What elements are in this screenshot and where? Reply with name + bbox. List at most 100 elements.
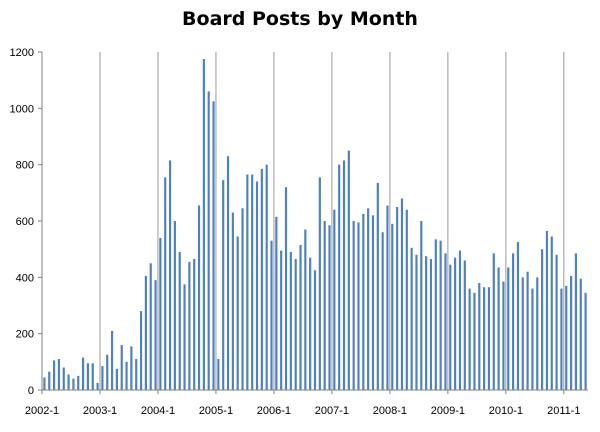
y-tick-label: 600 xyxy=(16,216,34,228)
bar xyxy=(492,253,495,390)
bar xyxy=(120,344,123,390)
bar xyxy=(449,264,452,390)
bar xyxy=(487,287,491,390)
bar xyxy=(376,182,379,390)
bar xyxy=(560,288,563,390)
bar xyxy=(362,213,365,390)
bar xyxy=(579,278,582,390)
y-tick-label: 400 xyxy=(16,272,34,284)
bar xyxy=(381,232,384,390)
bar xyxy=(43,377,46,390)
bar xyxy=(280,250,283,390)
bar xyxy=(236,236,239,390)
bar xyxy=(304,229,307,390)
bar xyxy=(289,251,292,390)
tick-labels: 0 200 400 600 800 1000 1200 2002-1 2003-1 2004-1 2… xyxy=(10,47,581,417)
bar xyxy=(207,91,210,390)
bar xyxy=(328,225,331,390)
bar xyxy=(101,366,104,390)
bar xyxy=(173,221,176,390)
bar xyxy=(241,208,244,390)
bar xyxy=(521,277,524,390)
y-tick-label: 200 xyxy=(16,329,34,341)
bar xyxy=(48,371,51,390)
bar xyxy=(545,230,549,390)
x-tick-label: 2002-1 xyxy=(25,405,59,417)
bar xyxy=(57,359,60,390)
bar xyxy=(386,205,389,390)
y-tick-label: 0 xyxy=(28,385,34,397)
bar xyxy=(260,168,263,390)
bar xyxy=(202,59,205,391)
bar xyxy=(168,160,172,390)
bar xyxy=(183,284,186,390)
bar xyxy=(415,254,418,390)
bar xyxy=(550,236,553,390)
chart-title: Board Posts by Month xyxy=(182,8,418,30)
bar xyxy=(309,257,312,390)
bar xyxy=(405,209,408,390)
bar xyxy=(91,363,94,390)
bar xyxy=(313,270,317,390)
bar xyxy=(284,187,288,390)
bar xyxy=(255,181,259,390)
bar xyxy=(197,205,201,390)
bar xyxy=(62,367,65,390)
bar xyxy=(144,275,147,390)
bar xyxy=(367,208,370,390)
y-tick-label: 1000 xyxy=(10,103,34,115)
bar xyxy=(52,360,56,390)
x-tick-label: 2009-1 xyxy=(431,405,465,417)
bars xyxy=(43,59,587,391)
bar xyxy=(429,259,433,390)
bar xyxy=(212,101,215,391)
bar xyxy=(574,253,578,390)
bar xyxy=(125,361,128,390)
bar xyxy=(400,198,404,390)
gridlines xyxy=(99,52,565,390)
bar xyxy=(468,288,471,390)
bar xyxy=(188,261,191,390)
bar xyxy=(391,223,394,390)
x-tick-label: 2003-1 xyxy=(83,405,117,417)
bar xyxy=(115,368,118,390)
bar xyxy=(483,287,486,390)
bar xyxy=(96,382,99,390)
bar xyxy=(434,239,437,390)
bar xyxy=(246,174,249,390)
axes xyxy=(38,51,588,394)
bar xyxy=(130,346,133,390)
bar xyxy=(270,240,273,390)
bar xyxy=(570,275,573,390)
bar xyxy=(357,222,360,390)
bar xyxy=(507,267,510,390)
bar xyxy=(149,263,152,390)
bar xyxy=(294,259,297,390)
bar xyxy=(164,177,167,390)
bar xyxy=(347,150,350,390)
bar xyxy=(352,221,355,390)
bar xyxy=(226,156,230,390)
bar xyxy=(512,253,515,390)
x-tick-label: 2004-1 xyxy=(141,405,175,417)
bar xyxy=(251,174,254,390)
bar xyxy=(338,164,341,390)
bar xyxy=(478,282,481,390)
bar xyxy=(110,330,114,390)
bar xyxy=(178,251,181,390)
bar xyxy=(497,267,500,390)
bar xyxy=(439,240,442,390)
bar xyxy=(463,260,466,390)
bar xyxy=(81,357,85,390)
bar xyxy=(473,292,476,390)
bar xyxy=(231,212,234,390)
bar xyxy=(135,359,138,390)
x-tick-label: 2006-1 xyxy=(257,405,291,417)
bar xyxy=(526,271,529,390)
bar xyxy=(444,253,447,390)
bar xyxy=(323,221,326,390)
bar xyxy=(154,280,157,390)
bar xyxy=(193,259,196,390)
bar xyxy=(265,164,268,390)
